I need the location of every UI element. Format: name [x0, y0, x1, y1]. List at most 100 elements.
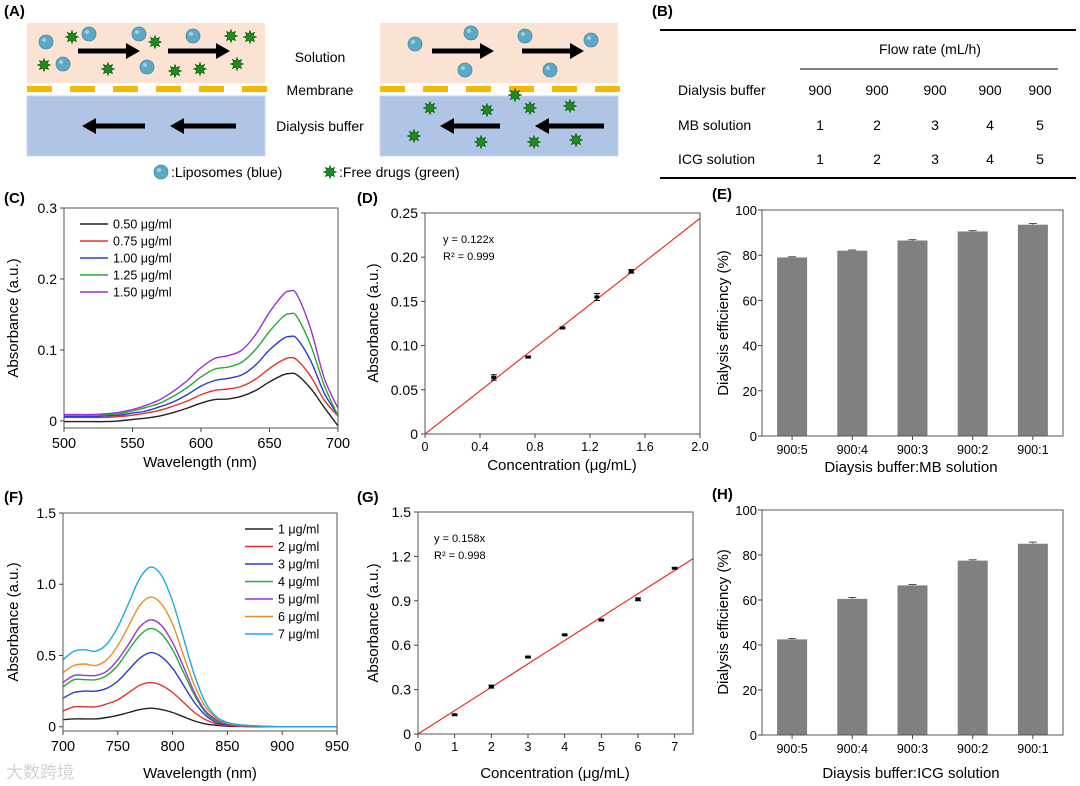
y-axis-title: Absorbance (a.u.) — [5, 562, 22, 681]
table-body: Dialysis buffer 900 900 900 900 900 MB solutio… — [678, 82, 1052, 167]
table-cell: 900 — [923, 82, 947, 98]
error-bar — [788, 256, 797, 258]
free-drug-icon — [192, 61, 208, 77]
data-point — [628, 269, 634, 273]
dialysis-schematic: Solution Membrane Dialysis buffer :Lipos… — [26, 23, 620, 180]
plot-frame — [62, 512, 338, 732]
free-drug-icon — [64, 29, 80, 45]
y-tick-label: 0.10 — [391, 338, 418, 354]
x-tick-label: 0.8 — [526, 440, 543, 454]
membrane-pore-segment — [27, 86, 52, 92]
y-axis-title: Dialysis efficiency (%) — [715, 549, 732, 695]
liposome-icon — [153, 164, 169, 180]
plot-frame — [761, 209, 1064, 437]
table-cell: 3 — [931, 151, 939, 167]
bar — [957, 231, 988, 436]
y-tick-label: 0.20 — [391, 249, 418, 265]
membrane-pore-segment — [552, 86, 577, 92]
y-tick-label: 0.05 — [391, 382, 418, 398]
y-tick-label: 60 — [743, 593, 757, 608]
bar — [777, 639, 808, 735]
series-line — [63, 707, 337, 728]
table-cell: 5 — [1036, 151, 1044, 167]
x-tick-label: 850 — [215, 739, 239, 755]
liposome-icon — [38, 34, 54, 50]
table-row: ICG solution 1 2 3 4 5 — [678, 151, 1044, 167]
data-point — [452, 713, 458, 717]
y-tick-label: 0 — [403, 726, 411, 742]
legend-label: 1.00 μg/ml — [113, 252, 172, 266]
liposome-icon — [463, 25, 479, 41]
bar — [1017, 543, 1048, 735]
x-tick-label: 950 — [325, 739, 349, 755]
y-tick-label: 100 — [735, 503, 757, 518]
x-tick-label: 600 — [189, 436, 213, 452]
membrane-pore-segment — [156, 86, 181, 92]
table-cell: 4 — [986, 151, 994, 167]
error-bar — [908, 239, 917, 241]
solution-channel-right — [380, 23, 618, 83]
x-tick-label: 900:4 — [837, 443, 868, 457]
x-tick-label: 0 — [422, 440, 429, 454]
free-drug-icon — [562, 98, 578, 114]
y-tick-label: 1.0 — [37, 576, 57, 592]
y-tick-label: 0 — [750, 429, 757, 444]
x-tick-label: 900:2 — [957, 443, 988, 457]
flow-arrow-head-icon — [440, 118, 454, 134]
membrane-pore-segment — [509, 86, 534, 92]
panel-label-h: (H) — [712, 486, 733, 503]
chart-h: 900:5 900:4 900:3 900:2 900:1 0 20 40 60 80 100 Dia… — [715, 503, 1064, 782]
y-tick-label: 20 — [743, 384, 757, 399]
free-drug-icon — [568, 132, 584, 148]
membrane-label: Membrane — [287, 82, 354, 98]
membrane-pore-segment — [242, 86, 267, 92]
chart-g: y = 0.158x R² = 0.998 0 0.3 0.6 0.9 1.2 1.5 0 1 2 3… — [365, 504, 694, 782]
liposome-icon — [457, 62, 473, 78]
x-tick-label: 5 — [598, 740, 605, 754]
free-drug-icon — [507, 87, 523, 103]
error-bar — [908, 583, 917, 586]
y-tick-label: 0.9 — [392, 593, 412, 609]
x-tick-label: 0.4 — [471, 440, 488, 454]
panel-label-f: (F) — [4, 489, 23, 506]
plot-frame — [424, 212, 701, 435]
data-point — [525, 355, 531, 359]
y-tick-label: 0 — [48, 719, 56, 735]
table-cell: 2 — [873, 151, 881, 167]
free-drug-icon — [479, 102, 495, 118]
liposome-icon — [139, 59, 155, 75]
membrane-pore-segment — [595, 86, 620, 92]
legend-label: 6 μg/ml — [278, 610, 319, 624]
panel-label-b: (B) — [652, 3, 673, 20]
x-tick-label: 900:1 — [1017, 742, 1048, 756]
legend-label: 0.75 μg/ml — [113, 235, 172, 249]
membrane-pore-segment — [199, 86, 224, 92]
chart-f: 1 μg/ml 2 μg/ml 3 μg/ml 4 μg/ml 5 μg/ml 6 μg/… — [5, 505, 349, 782]
legend-liposomes: :Liposomes (blue) — [171, 164, 282, 180]
flow-arrow-head-icon — [535, 118, 549, 134]
free-drug-icon — [167, 63, 183, 79]
free-drug-icon — [242, 29, 258, 45]
y-tick-label: 1.2 — [392, 548, 412, 564]
error-bar — [968, 230, 977, 232]
x-axis-title: Concentration (μg/mL) — [480, 765, 630, 782]
row-label: Dialysis buffer — [678, 82, 766, 98]
membrane-pore-segment — [466, 86, 491, 92]
y-tick-label: 0.25 — [391, 205, 418, 221]
x-tick-label: 500 — [52, 436, 76, 452]
membrane-pore-segment — [423, 86, 448, 92]
membrane-pore-segment — [113, 86, 138, 92]
flow-arrows — [78, 43, 604, 134]
x-tick-label: 800 — [160, 739, 184, 755]
y-axis-title: Absorbance (a.u.) — [365, 263, 382, 382]
series-line — [64, 312, 338, 417]
error-bar — [968, 559, 977, 561]
fit-equation: R² = 0.998 — [434, 550, 486, 562]
x-tick-label: 900:2 — [957, 742, 988, 756]
x-tick-label: 750 — [106, 739, 130, 755]
x-tick-label: 7 — [671, 740, 678, 754]
free-drug-icon — [36, 57, 52, 73]
particles — [36, 25, 599, 180]
y-tick-label: 0.15 — [391, 293, 418, 309]
y-tick-label: 0.3 — [38, 200, 58, 216]
